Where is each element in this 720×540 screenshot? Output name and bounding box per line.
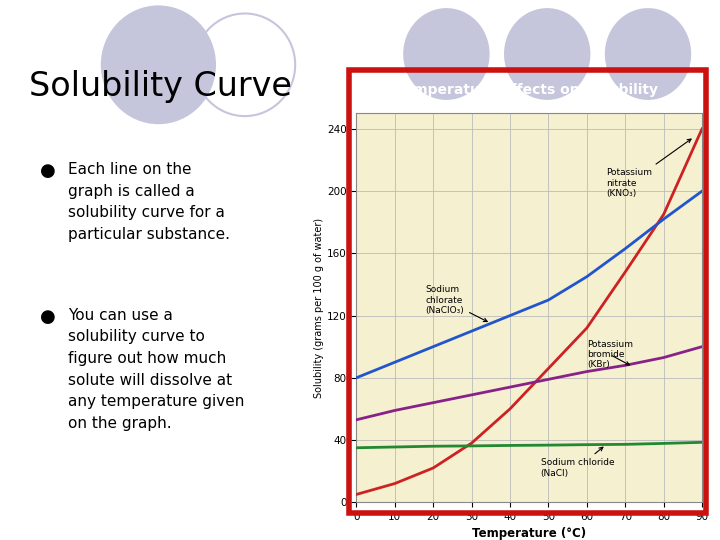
Text: Solubility Curve: Solubility Curve [29, 70, 292, 103]
X-axis label: Temperature (°C): Temperature (°C) [472, 528, 586, 540]
Text: ●: ● [40, 308, 55, 326]
Text: You can use a
solubility curve to
figure out how much
solute will dissolve at
an: You can use a solubility curve to figure… [68, 308, 245, 431]
Text: Sodium
chlorate
(NaClO₃): Sodium chlorate (NaClO₃) [426, 285, 487, 321]
Text: Temperature Effects on Solubility: Temperature Effects on Solubility [397, 84, 658, 97]
Text: Each line on the
graph is called a
solubility curve for a
particular substance.: Each line on the graph is called a solub… [68, 162, 230, 242]
Text: ●: ● [40, 162, 55, 180]
Text: Sodium chloride
(NaCl): Sodium chloride (NaCl) [541, 447, 614, 478]
Text: Potassium
nitrate
(KNO₃): Potassium nitrate (KNO₃) [606, 139, 691, 198]
Text: Potassium
bromide
(KBr): Potassium bromide (KBr) [587, 340, 633, 369]
Y-axis label: Solubility (grams per 100 g of water): Solubility (grams per 100 g of water) [314, 218, 324, 398]
